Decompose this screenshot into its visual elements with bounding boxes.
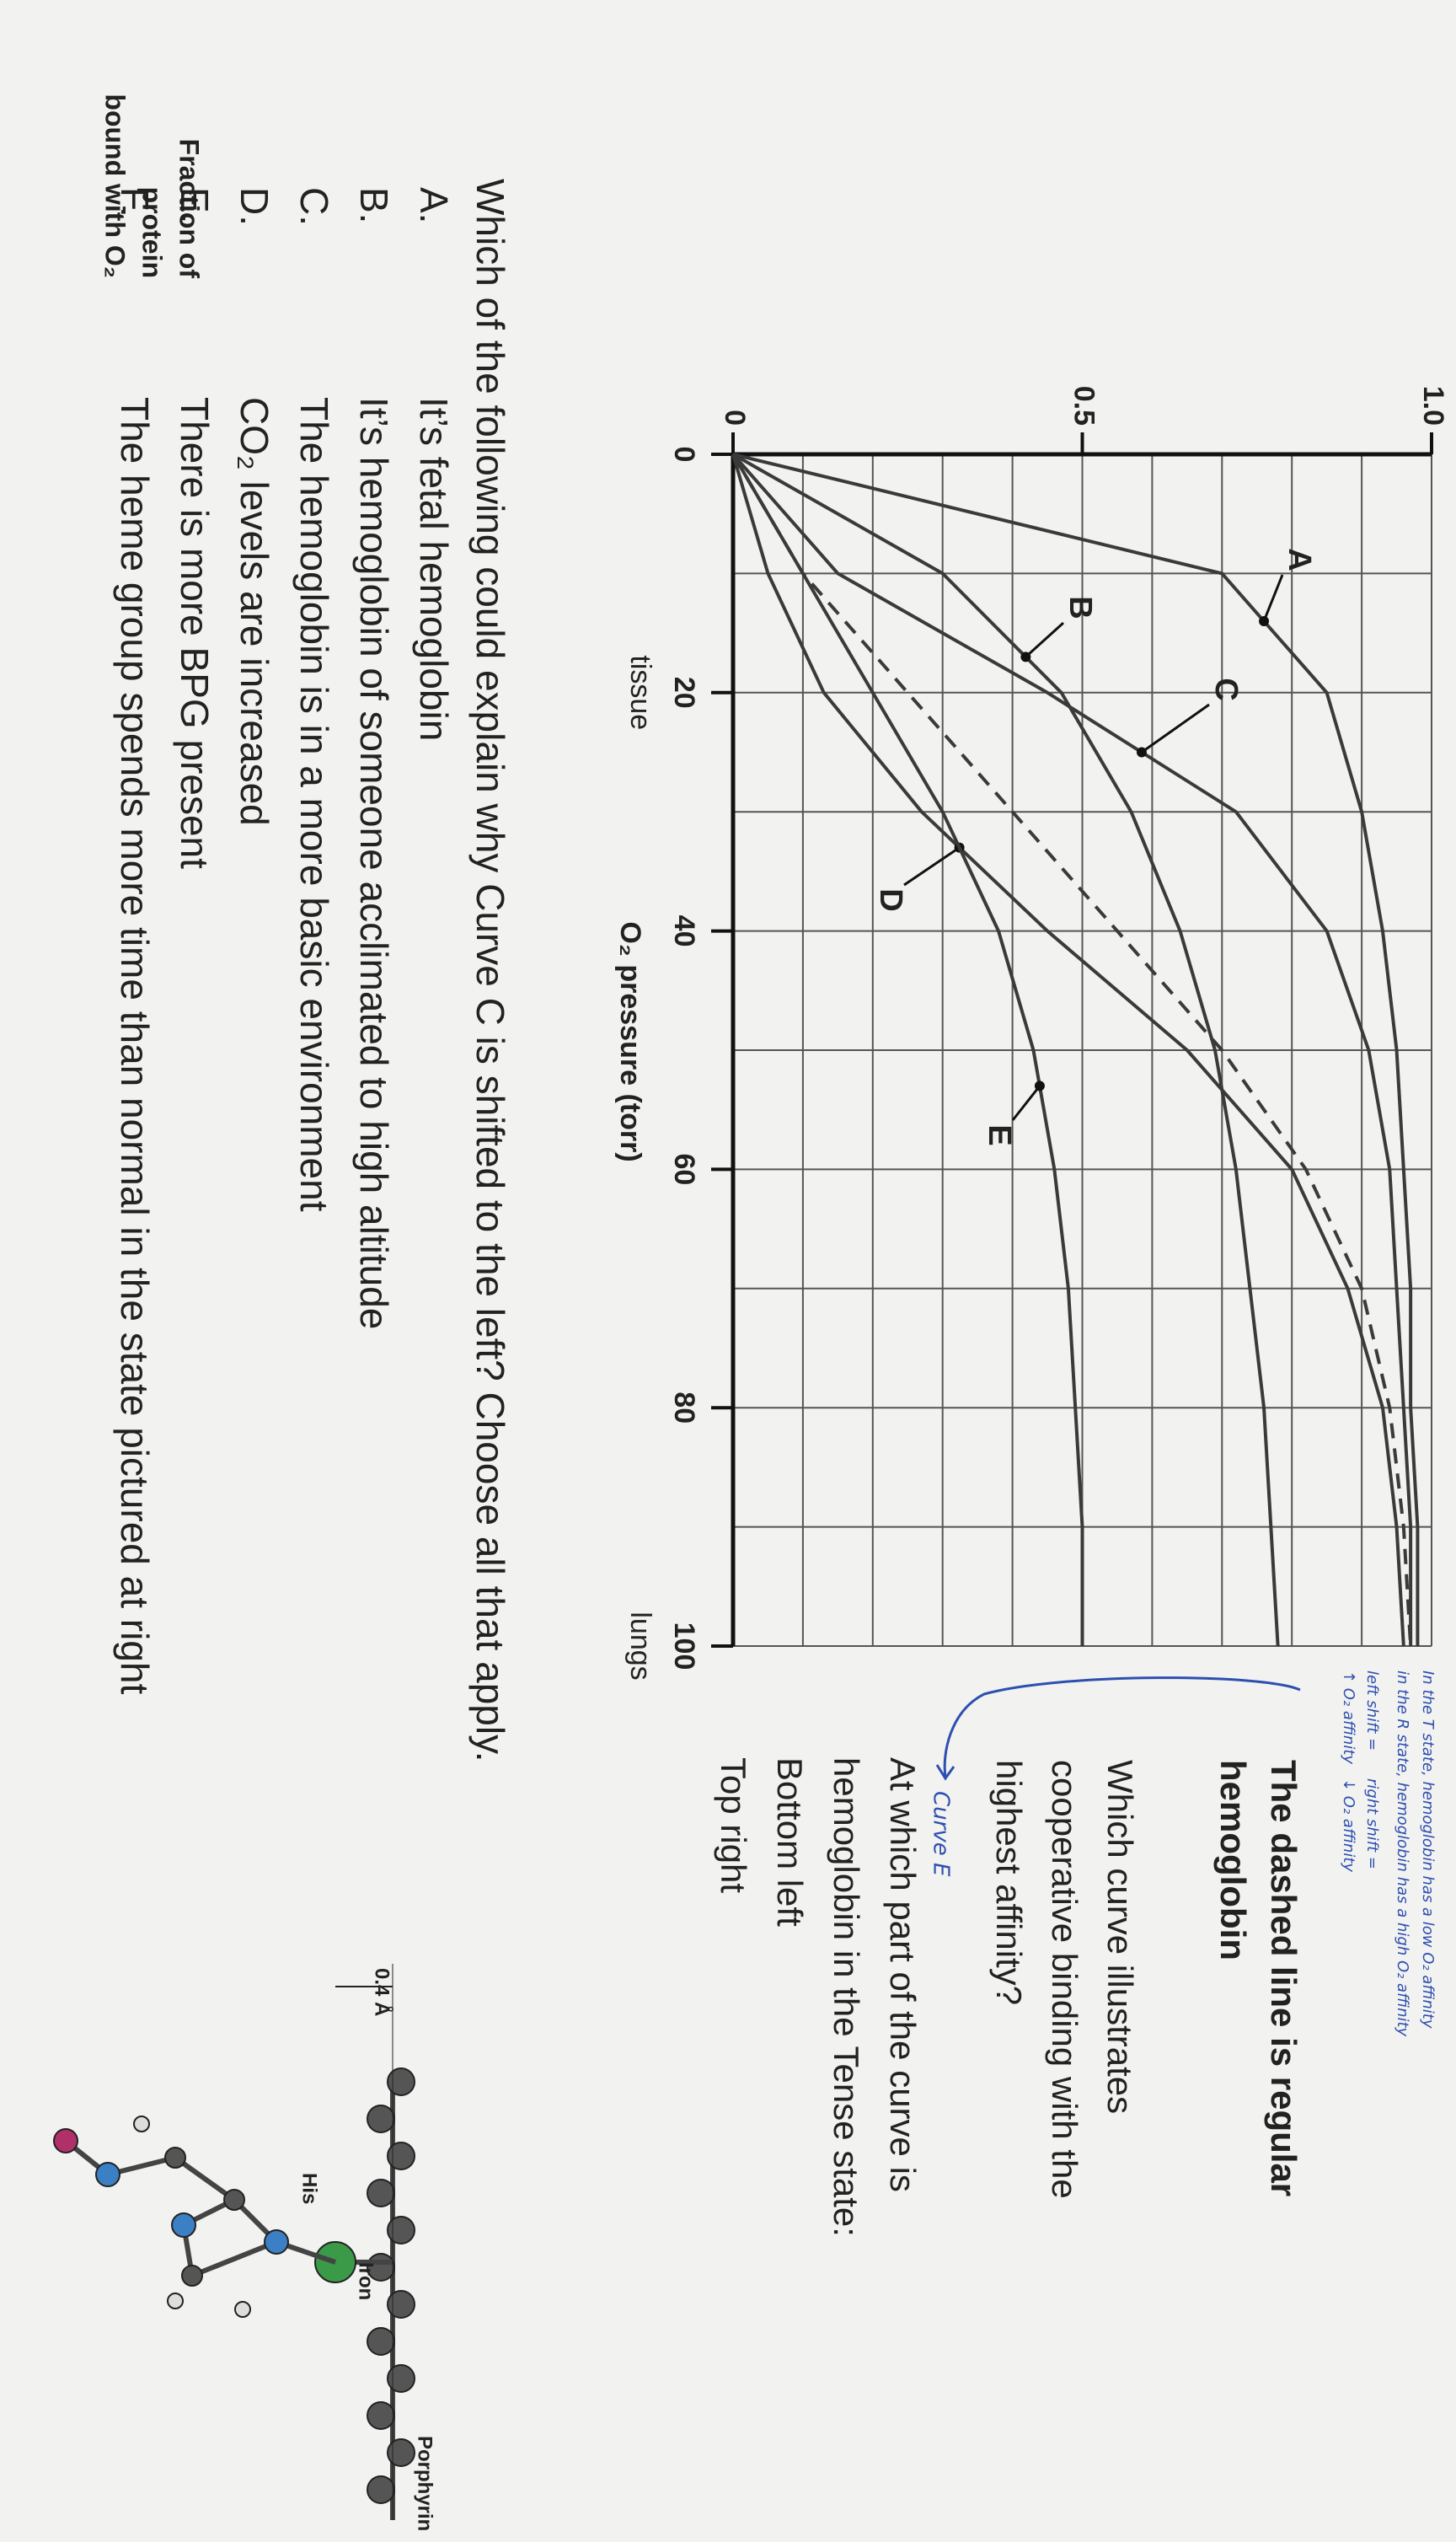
curve bbox=[731, 453, 1413, 1646]
x-tick-label: 80 bbox=[668, 1392, 700, 1424]
curve-label: A bbox=[1282, 548, 1317, 571]
handwritten-arrow bbox=[935, 1764, 956, 1781]
curve-label: B bbox=[1063, 596, 1098, 619]
molecule-label: 0.4 Å bbox=[371, 1968, 394, 2016]
arrow-head bbox=[1136, 747, 1147, 758]
option-letter: C. bbox=[292, 187, 336, 226]
curve bbox=[731, 453, 1084, 1646]
side-heading: The dashed line is regular bbox=[1264, 1760, 1303, 2196]
option-letter: A. bbox=[412, 187, 456, 223]
atom bbox=[367, 2179, 395, 2207]
side-question: At which part of the curve is bbox=[883, 1757, 923, 2192]
atom bbox=[223, 2189, 245, 2211]
question-prompt: Which of the following could explain why… bbox=[468, 179, 512, 1762]
atom bbox=[167, 2293, 184, 2309]
curve-label-arrow bbox=[1025, 621, 1065, 658]
arrow-head bbox=[1034, 1081, 1045, 1091]
x-tick-label: 20 bbox=[668, 677, 700, 709]
curve bbox=[731, 453, 1405, 1647]
atom bbox=[387, 2216, 415, 2244]
molecule-label: Porphyrin bbox=[414, 2436, 436, 2531]
bond bbox=[174, 2155, 236, 2202]
curve bbox=[732, 453, 1420, 1646]
arrow-head bbox=[1020, 652, 1031, 662]
atom bbox=[171, 2212, 196, 2238]
handwritten-note: ↓ O₂ affinity bbox=[1340, 1778, 1357, 1872]
atom bbox=[387, 2438, 415, 2467]
side-question: Bottom left bbox=[770, 1757, 810, 1927]
atom bbox=[367, 2475, 395, 2504]
y-tick-label: 0.5 bbox=[1068, 386, 1100, 426]
option-letter: F. bbox=[113, 187, 157, 217]
atom bbox=[264, 2229, 289, 2255]
atom bbox=[181, 2265, 203, 2287]
side-question: Top right bbox=[714, 1757, 753, 1893]
option-text: CO₂ levels are increased bbox=[233, 397, 276, 826]
curve-label-arrow bbox=[1011, 1085, 1041, 1121]
curve-label: C bbox=[1208, 678, 1244, 700]
atom bbox=[95, 2162, 120, 2187]
handwritten-note: ↑ O₂ affinity bbox=[1340, 1671, 1357, 1764]
x-annotation: lungs bbox=[624, 1612, 656, 1680]
atom bbox=[387, 2067, 415, 2096]
handwritten-note: in the R state, hemoglobin has a high O₂… bbox=[1394, 1671, 1411, 2037]
x-tick-label: 60 bbox=[668, 1153, 700, 1185]
atom bbox=[53, 2128, 78, 2153]
curve-label: D bbox=[873, 888, 908, 911]
arrow-head bbox=[1259, 615, 1270, 626]
side-question: Which curve illustrates bbox=[1100, 1760, 1140, 2114]
x-tick-label: 40 bbox=[668, 915, 700, 947]
option-text: There is more BPG present bbox=[173, 397, 217, 869]
atom bbox=[234, 2301, 251, 2318]
handwritten-note: right shift = bbox=[1363, 1778, 1381, 1869]
y-tick-label: 1.0 bbox=[1417, 386, 1449, 426]
y-axis-label: bound with O₂ bbox=[100, 94, 131, 278]
atom bbox=[164, 2147, 186, 2169]
atom bbox=[387, 2290, 415, 2319]
x-tick-label: 0 bbox=[668, 447, 700, 463]
heme-molecule: Porphyrin Iron His 0.4 Å bbox=[53, 1964, 436, 2531]
side-question: highest affinity? bbox=[989, 1760, 1029, 2005]
molecule-label: His bbox=[298, 2173, 321, 2204]
curve-label: E bbox=[982, 1124, 1017, 1145]
curve bbox=[732, 453, 1280, 1647]
y-axis-label: Fraction of bbox=[174, 139, 205, 279]
curve-label-arrow bbox=[903, 846, 961, 887]
side-heading: hemoglobin bbox=[1213, 1760, 1253, 1960]
handwritten-answer: Curve E bbox=[929, 1791, 954, 1877]
atom bbox=[387, 2364, 415, 2393]
x-annotation: tissue bbox=[624, 655, 656, 730]
dashed-curve bbox=[731, 453, 1413, 1647]
option-text: It’s fetal hemoglobin bbox=[412, 397, 456, 741]
x-axis-label: O₂ pressure (torr) bbox=[614, 921, 646, 1161]
atom bbox=[387, 2142, 415, 2170]
side-question: cooperative binding with the bbox=[1045, 1760, 1084, 2199]
molecule-label: Iron bbox=[355, 2262, 377, 2300]
y-tick-label: 0 bbox=[719, 410, 751, 426]
bond bbox=[190, 2239, 278, 2278]
option-letter: D. bbox=[233, 187, 276, 226]
atom bbox=[367, 2327, 395, 2356]
handwritten-note: left shift = bbox=[1363, 1671, 1381, 1751]
y-axis-label: protein bbox=[137, 187, 168, 278]
handwritten-bracket bbox=[943, 1676, 1301, 1778]
atom bbox=[367, 2401, 395, 2430]
option-text: The hemoglobin is in a more basic enviro… bbox=[292, 397, 336, 1212]
curve-label-arrow bbox=[1262, 574, 1284, 622]
curve-label-arrow bbox=[1141, 703, 1210, 753]
x-tick-label: 100 bbox=[668, 1622, 700, 1671]
handwritten-note: In the T state, hemoglobin has a low O₂ … bbox=[1419, 1671, 1437, 2029]
atom bbox=[367, 2105, 395, 2133]
option-text: The heme group spends more time than nor… bbox=[113, 397, 157, 1694]
side-question: hemoglobin in the Tense state: bbox=[827, 1757, 866, 2237]
option-letter: E. bbox=[173, 187, 217, 223]
atom bbox=[133, 2116, 150, 2132]
option-text: It’s hemoglobin of someone acclimated to… bbox=[352, 397, 396, 1329]
option-letter: B. bbox=[352, 187, 396, 223]
